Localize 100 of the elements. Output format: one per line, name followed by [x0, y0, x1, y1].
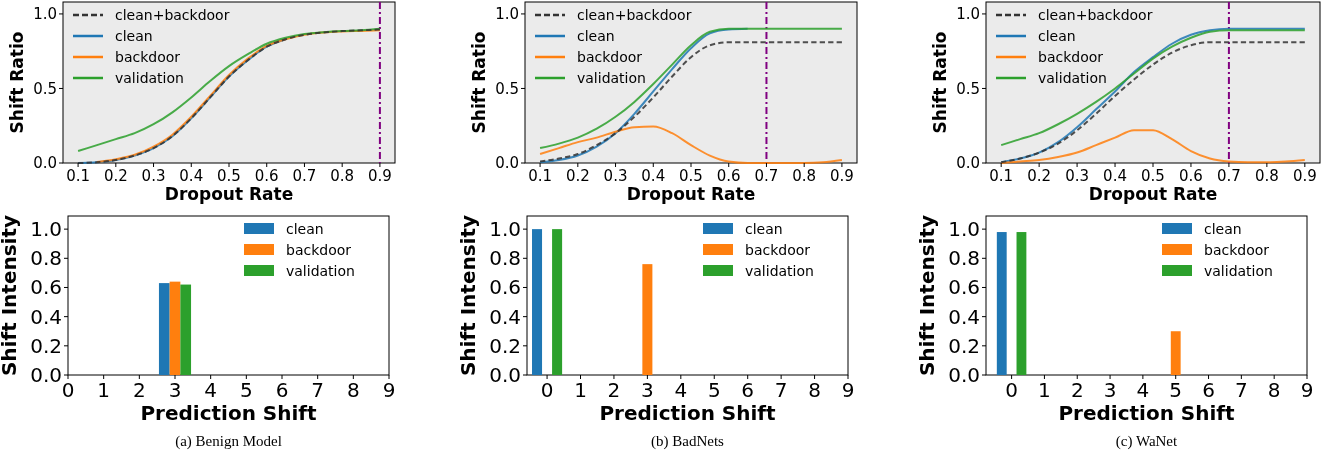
x-tick-label: 0	[1005, 378, 1018, 402]
y-axis-title: Shift Ratio	[7, 31, 28, 134]
legend-label: clean	[286, 221, 324, 237]
y-tick-label: 1.0	[33, 5, 57, 24]
x-tick-label: 1	[1038, 378, 1051, 402]
x-tick-label: 0.1	[66, 166, 91, 185]
x-tick-label: 0.8	[792, 166, 817, 185]
x-tick-label: 1	[574, 378, 587, 402]
y-tick-label: 0.0	[956, 154, 980, 173]
y-tick-label: 0.0	[489, 363, 521, 387]
y-axis-title: Shift Intensity	[456, 214, 480, 377]
legend-label: backdoor	[1204, 242, 1270, 258]
x-tick-label: 7	[311, 378, 325, 402]
text: (b) BadNets	[651, 433, 725, 450]
y-tick-label: 0.2	[948, 333, 980, 358]
x-tick-label: 0.1	[989, 166, 1014, 185]
y-tick-label: 1.0	[489, 217, 521, 242]
y-tick-label: 1.0	[956, 5, 980, 24]
legend-label: backdoor	[577, 49, 643, 65]
y-tick-label: 0.8	[948, 246, 980, 271]
x-tick-label: 0.7	[754, 166, 779, 185]
x-tick-label: 7	[774, 378, 788, 402]
x-axis-title: Dropout Rate	[1088, 184, 1218, 204]
y-tick-label: 0.8	[30, 246, 62, 271]
y-tick-label: 0.5	[956, 79, 980, 98]
x-tick-label: 0.9	[829, 166, 854, 185]
x-tick-label: 1	[97, 378, 111, 402]
y-tick-label: 0.5	[495, 79, 519, 98]
y-tick-label: 0.6	[489, 275, 521, 300]
x-tick-label: 4	[204, 378, 218, 402]
x-tick-label: 0.3	[603, 166, 628, 185]
x-tick-label: 0.2	[103, 166, 128, 185]
y-axis-title: Shift Intensity	[0, 214, 21, 377]
y-tick-label: 0.4	[948, 304, 980, 329]
y-tick-label: 1.0	[30, 217, 62, 242]
legend-label: clean+backdoor	[115, 7, 230, 23]
x-tick-label: 5	[1169, 378, 1183, 402]
y-tick-label: 0.2	[30, 333, 62, 358]
text: (a) Benign Model	[175, 433, 282, 450]
x-tick-label: 8	[808, 378, 821, 402]
x-tick-label: 7	[1234, 378, 1248, 402]
line-series	[539, 27, 843, 150]
x-tick-label: 0.5	[679, 166, 703, 185]
x-tick-label: 3	[168, 378, 182, 402]
y-axis-title: Shift Ratio	[469, 31, 490, 134]
x-tick-label: 5	[239, 378, 253, 402]
y-axis-title: Shift Ratio	[930, 31, 951, 134]
y-tick-label: 0.4	[489, 304, 521, 329]
legend-label: validation	[286, 263, 355, 279]
x-tick-label: 9	[1300, 378, 1314, 402]
x-axis-title: Dropout Rate	[164, 184, 294, 204]
legend-label: backdoor	[1038, 49, 1104, 65]
x-tick-label: 0.2	[1027, 166, 1052, 185]
x-tick-label: 6	[741, 378, 755, 402]
x-axis-title: Prediction Shift	[140, 401, 318, 425]
y-tick-label: 0.0	[495, 154, 519, 173]
x-tick-label: 0.1	[528, 166, 553, 185]
legend-label: backdoor	[286, 242, 352, 258]
y-axis-title: Shift Intensity	[915, 214, 939, 377]
x-tick-label: 0.8	[1254, 166, 1279, 185]
legend-label: clean	[1038, 28, 1076, 44]
x-tick-label: 0.4	[1103, 166, 1127, 185]
x-tick-label: 0.3	[1065, 166, 1090, 185]
x-tick-label: 3	[641, 378, 654, 402]
x-tick-label: 4	[1136, 378, 1150, 402]
x-tick-label: 9	[841, 378, 855, 402]
y-tick-label: 0.6	[948, 275, 980, 300]
x-tick-label: 0	[540, 378, 554, 402]
y-tick-label: 0.6	[30, 275, 62, 300]
text: (c) WaNet	[1115, 433, 1179, 450]
y-tick-label: 0.4	[30, 304, 62, 329]
y-tick-label: 1.0	[948, 217, 980, 242]
y-tick-label: 0.0	[33, 154, 57, 173]
y-tick-label: 0.0	[948, 363, 980, 387]
legend-label: clean+backdoor	[577, 7, 692, 23]
x-tick-label: 2	[607, 378, 621, 402]
legend-label: clean	[577, 28, 615, 44]
x-axis-title: Dropout Rate	[626, 184, 756, 204]
y-tick-label: 0.2	[489, 333, 521, 358]
x-axis-title: Prediction Shift	[599, 401, 777, 425]
y-tick-label: 0.8	[489, 246, 521, 271]
x-tick-label: 0.4	[641, 166, 666, 185]
x-tick-label: 9	[382, 378, 396, 402]
x-tick-label: 4	[674, 378, 688, 402]
x-tick-label: 0.9	[367, 166, 392, 185]
x-tick-label: 6	[275, 378, 289, 402]
line-series	[1000, 129, 1306, 164]
x-tick-label: 6	[1202, 378, 1215, 402]
x-tick-label: 0.5	[1141, 166, 1165, 185]
legend-label: backdoor	[115, 49, 181, 65]
x-tick-label: 0.6	[1179, 166, 1203, 185]
legend-label: validation	[1204, 263, 1273, 279]
x-tick-label: 0.3	[141, 166, 166, 185]
y-tick-label: 0.5	[33, 79, 57, 98]
legend-label: clean+backdoor	[1038, 7, 1153, 23]
y-tick-label: 0.0	[30, 363, 62, 387]
legend-label: clean	[115, 28, 153, 44]
legend-label: validation	[115, 70, 184, 86]
line-series	[539, 125, 843, 164]
x-tick-label: 0.4	[179, 166, 204, 185]
